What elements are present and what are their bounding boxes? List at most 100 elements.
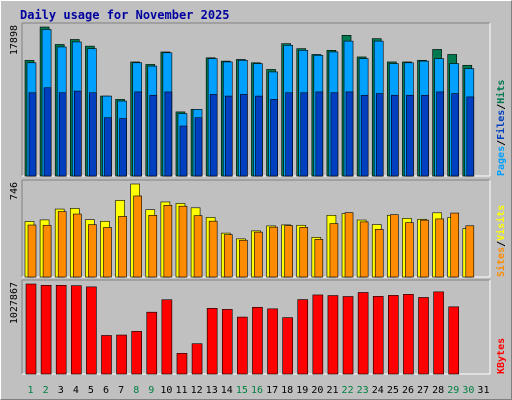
day-label: 12: [191, 385, 203, 396]
pages-bar: [451, 93, 460, 177]
sites-bar: [72, 213, 82, 278]
day-label: 11: [175, 385, 187, 396]
kbytes-bar: [372, 296, 384, 375]
kbytes-bar: [403, 294, 414, 375]
pages-bar: [179, 125, 188, 177]
day-label: 10: [160, 385, 172, 396]
pages-bar: [406, 94, 414, 177]
pages-bar: [300, 92, 309, 177]
day-label: 13: [206, 385, 218, 396]
kbytes-bar: [161, 299, 173, 375]
day-label: 31: [477, 385, 489, 396]
visits-legend-part: Sites: [495, 247, 507, 277]
sites-bar: [118, 216, 127, 278]
sites-bar: [88, 224, 97, 278]
sites-bar: [103, 227, 112, 278]
pages-bar: [134, 91, 142, 177]
kbytes-bar: [131, 331, 142, 375]
pages-bar: [89, 92, 97, 177]
kbytes-ymax-label: 1027867: [9, 282, 20, 324]
kbytes-bar: [237, 316, 248, 375]
kbytes-legend-part: KBytes: [496, 338, 507, 374]
day-label: 14: [221, 385, 233, 396]
sites-bar: [163, 205, 173, 278]
sites-bar: [133, 195, 142, 278]
hits-legend-part: /: [496, 104, 507, 110]
kbytes-legend: KBytes: [496, 338, 507, 374]
kbytes-bar: [70, 285, 82, 375]
pages-bar: [375, 93, 384, 177]
kbytes-bar: [146, 311, 158, 375]
pages-bar: [149, 94, 158, 177]
sites-bar: [420, 219, 429, 278]
day-label: 24: [372, 385, 384, 396]
sites-bar: [239, 239, 248, 278]
pages-bar: [345, 91, 354, 177]
hits-legend-part: Hits: [495, 80, 507, 104]
day-label: 19: [296, 385, 308, 396]
chart-title: Daily usage for November 2025: [20, 8, 230, 22]
kbytes-bar: [282, 317, 293, 375]
day-label: 18: [281, 385, 293, 396]
kbytes-bar: [267, 308, 278, 375]
pages-bar: [436, 91, 444, 177]
day-label: 25: [387, 385, 399, 396]
sites-bar: [269, 226, 278, 278]
kbytes-bar: [101, 335, 112, 375]
visits-legend-part: /: [496, 241, 507, 247]
kbytes-bar: [86, 286, 97, 375]
pages-bar: [240, 94, 248, 177]
kbytes-bar: [116, 334, 127, 375]
pages-bar: [270, 99, 278, 177]
sites-bar: [405, 222, 414, 278]
sites-bar: [193, 215, 203, 278]
hits-legend-part: Files: [495, 110, 507, 140]
sites-bar: [208, 220, 218, 278]
day-label: 20: [311, 385, 323, 396]
day-label: 26: [402, 385, 414, 396]
sites-bar: [148, 214, 158, 278]
day-label: 29: [447, 385, 459, 396]
pages-bar: [330, 92, 339, 177]
day-label: 28: [432, 385, 444, 396]
pages-bar: [43, 87, 52, 177]
kbytes-bar: [191, 343, 203, 375]
hits-legend-part: /: [496, 140, 507, 146]
kbytes-bar: [418, 297, 429, 375]
kbytes-bar: [40, 285, 52, 375]
pages-bar: [421, 94, 429, 177]
day-label: 1: [28, 385, 34, 396]
pages-bar: [119, 118, 127, 177]
sites-bar: [42, 224, 52, 278]
day-label: 15: [236, 385, 248, 396]
day-label: 3: [58, 385, 64, 396]
sites-bar: [254, 231, 263, 278]
kbytes-bar: [297, 299, 309, 375]
sites-bar: [27, 224, 37, 278]
kbytes-bar: [221, 309, 233, 375]
pages-bar: [255, 95, 263, 177]
kbytes-bar: [342, 296, 354, 375]
pages-bar: [360, 94, 369, 177]
pages-bar: [209, 94, 218, 177]
visits-legend-part: Visits: [495, 205, 507, 241]
kbytes-bar: [176, 353, 188, 375]
sites-bar: [314, 239, 324, 278]
day-label: 23: [357, 385, 369, 396]
pages-bar: [28, 92, 37, 177]
kbytes-bar: [327, 295, 339, 375]
pages-bar: [194, 117, 203, 177]
sites-bar: [329, 223, 339, 278]
sites-bar: [435, 218, 444, 278]
kbytes-bar: [357, 292, 369, 375]
kbytes-bar: [55, 285, 67, 375]
kbytes-bar: [433, 291, 444, 375]
pages-bar: [58, 92, 67, 177]
sites-bar: [284, 225, 293, 278]
hits-legend: Pages/Files/Hits: [495, 80, 507, 176]
pages-bar: [285, 92, 293, 177]
day-label: 8: [133, 385, 139, 396]
hits-ymax-label: 17898: [9, 25, 20, 55]
visits-ymax-label: 746: [9, 182, 20, 200]
